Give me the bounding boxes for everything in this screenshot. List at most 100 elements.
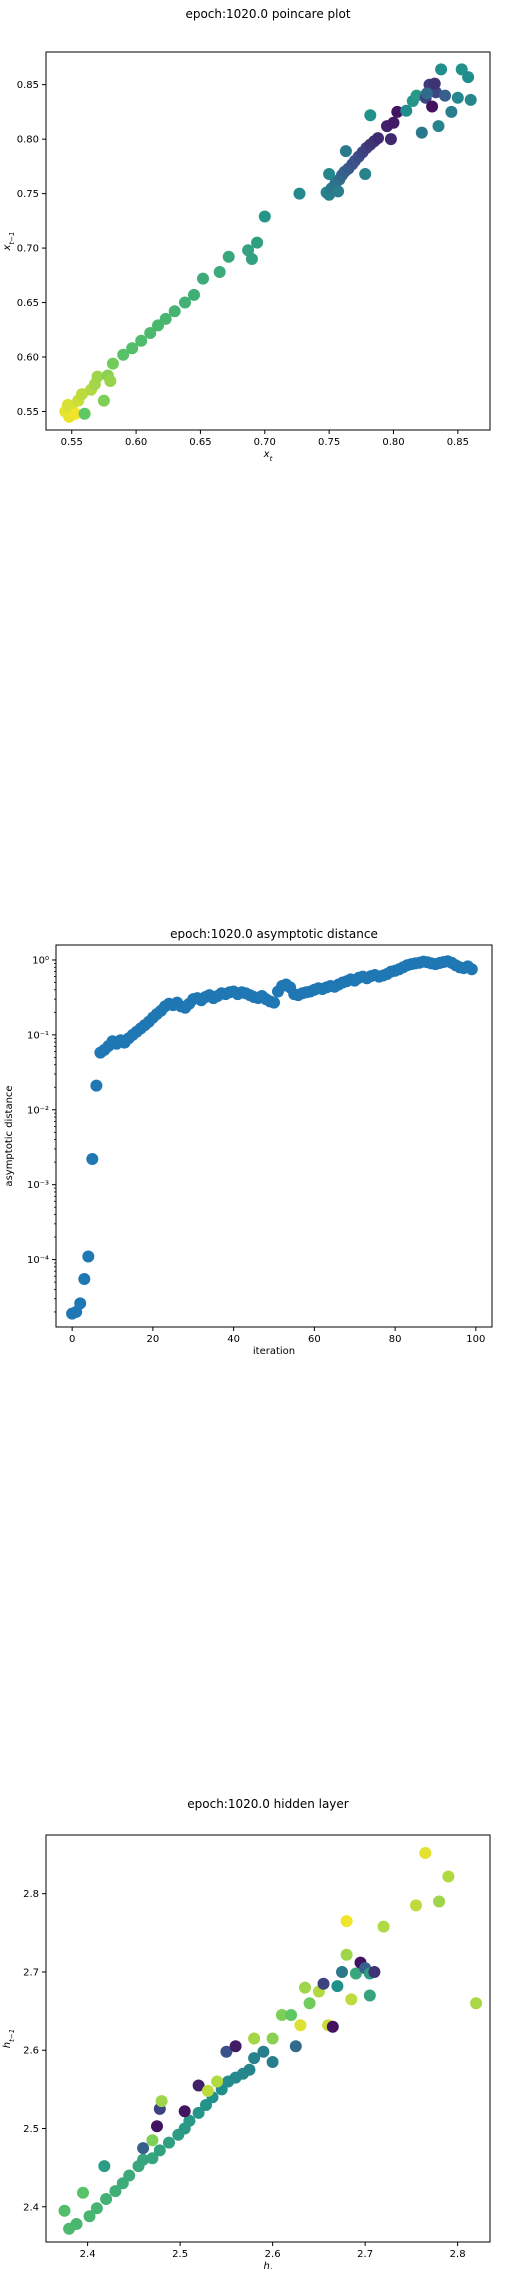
- data-point: [433, 1895, 446, 1908]
- y-tick-label: 0.60: [17, 353, 39, 364]
- data-point: [104, 375, 117, 387]
- data-point: [106, 357, 119, 370]
- data-point: [363, 1989, 376, 2002]
- y-tick-label: 0.85: [17, 80, 39, 91]
- data-point: [345, 1993, 358, 2006]
- data-point: [464, 93, 477, 106]
- data-point: [78, 407, 91, 420]
- x-tick-label: 100: [466, 1334, 485, 1345]
- data-point: [168, 305, 181, 318]
- data-point: [211, 2075, 224, 2088]
- data-point: [86, 1153, 99, 1165]
- data-point: [192, 2079, 205, 2092]
- data-point: [410, 89, 423, 102]
- y-tick-label: 10⁻¹: [27, 1030, 49, 1041]
- data-point: [332, 185, 345, 198]
- data-point: [435, 63, 448, 76]
- data-point: [74, 1297, 87, 1310]
- data-point: [144, 327, 157, 339]
- plot-frame: [45, 1834, 491, 2243]
- data-point: [303, 1997, 316, 2010]
- y-tick-label: 2.7: [23, 1967, 39, 1978]
- data-point: [323, 168, 336, 180]
- data-point: [387, 116, 400, 129]
- data-point: [220, 2045, 233, 2058]
- data-point: [257, 2045, 270, 2058]
- plot-frame: [55, 944, 493, 1328]
- y-tick-label: 0.80: [17, 135, 39, 146]
- x-tick-label: 0.65: [189, 437, 211, 448]
- data-point: [151, 2120, 163, 2133]
- x-tick-label: 80: [389, 1334, 402, 1345]
- data-point: [432, 120, 445, 133]
- plot-frame: [45, 51, 491, 431]
- data-point: [266, 2056, 279, 2068]
- x-tick-label: 0.75: [318, 437, 340, 448]
- data-point: [61, 398, 74, 411]
- data-point: [117, 348, 130, 361]
- data-point: [294, 2019, 307, 2032]
- data-point: [462, 71, 475, 84]
- data-point: [340, 1915, 353, 1928]
- data-point: [285, 2009, 298, 2021]
- x-tick-label: 0.85: [447, 437, 469, 448]
- data-point: [442, 1870, 455, 1883]
- data-point: [76, 388, 88, 401]
- data-point: [229, 2040, 242, 2053]
- data-point: [109, 2185, 122, 2198]
- x-tick-label: 0.55: [61, 437, 83, 448]
- data-point: [97, 394, 110, 407]
- x-tick-label: 0.80: [382, 437, 404, 448]
- data-point: [428, 77, 441, 90]
- x-tick-label: 20: [147, 1334, 160, 1345]
- chart-title: epoch:1020.0 asymptotic distance: [170, 927, 378, 941]
- x-tick-label: 60: [308, 1334, 321, 1345]
- data-point: [293, 187, 306, 200]
- data-point: [336, 1966, 348, 1978]
- data-point: [123, 2169, 136, 2182]
- y-tick-label: 0.70: [17, 244, 39, 255]
- x-tick-label: 0.60: [125, 437, 147, 448]
- data-point: [201, 2084, 214, 2097]
- x-tick-label: 2.5: [172, 2249, 188, 2260]
- data-point: [83, 2210, 96, 2223]
- data-point: [410, 1899, 422, 1912]
- data-point: [326, 2020, 339, 2033]
- data-point: [82, 1250, 95, 1263]
- data-point: [222, 250, 235, 263]
- data-point: [470, 1997, 483, 2010]
- x-tick-label: 0.70: [254, 437, 276, 448]
- data-point: [70, 2218, 83, 2230]
- data-point: [126, 342, 139, 355]
- y-tick-label: 0.65: [17, 298, 39, 309]
- data-point: [317, 1977, 330, 1990]
- data-point: [258, 210, 271, 223]
- data-points: [59, 63, 477, 423]
- data-point: [364, 109, 377, 122]
- data-point: [248, 2052, 261, 2065]
- y-tick-label: 10⁰: [32, 955, 49, 966]
- y-tick-label: 2.4: [23, 2202, 39, 2213]
- data-point: [91, 370, 104, 383]
- data-point: [90, 1079, 103, 1092]
- data-point: [268, 996, 280, 1009]
- y-tick-label: 0.75: [17, 189, 39, 200]
- data-point: [243, 2063, 256, 2076]
- data-points: [58, 1847, 483, 2235]
- data-point: [368, 1966, 381, 1978]
- x-tick-label: 2.8: [450, 2249, 466, 2260]
- x-tick-label: 2.4: [80, 2249, 96, 2260]
- data-point: [155, 2095, 168, 2108]
- chart-title: epoch:1020.0 hidden layer: [187, 1797, 349, 1811]
- x-tick-label: 40: [227, 1334, 240, 1345]
- data-point: [183, 2114, 196, 2127]
- data-point: [359, 168, 372, 180]
- data-point: [377, 1920, 390, 1933]
- data-point: [197, 272, 209, 285]
- data-point: [266, 2032, 279, 2045]
- data-point: [251, 236, 264, 249]
- x-tick-label: 2.7: [357, 2249, 373, 2260]
- data-point: [245, 253, 258, 265]
- x-axis-label: ht: [263, 2261, 272, 2269]
- data-point: [192, 2106, 205, 2119]
